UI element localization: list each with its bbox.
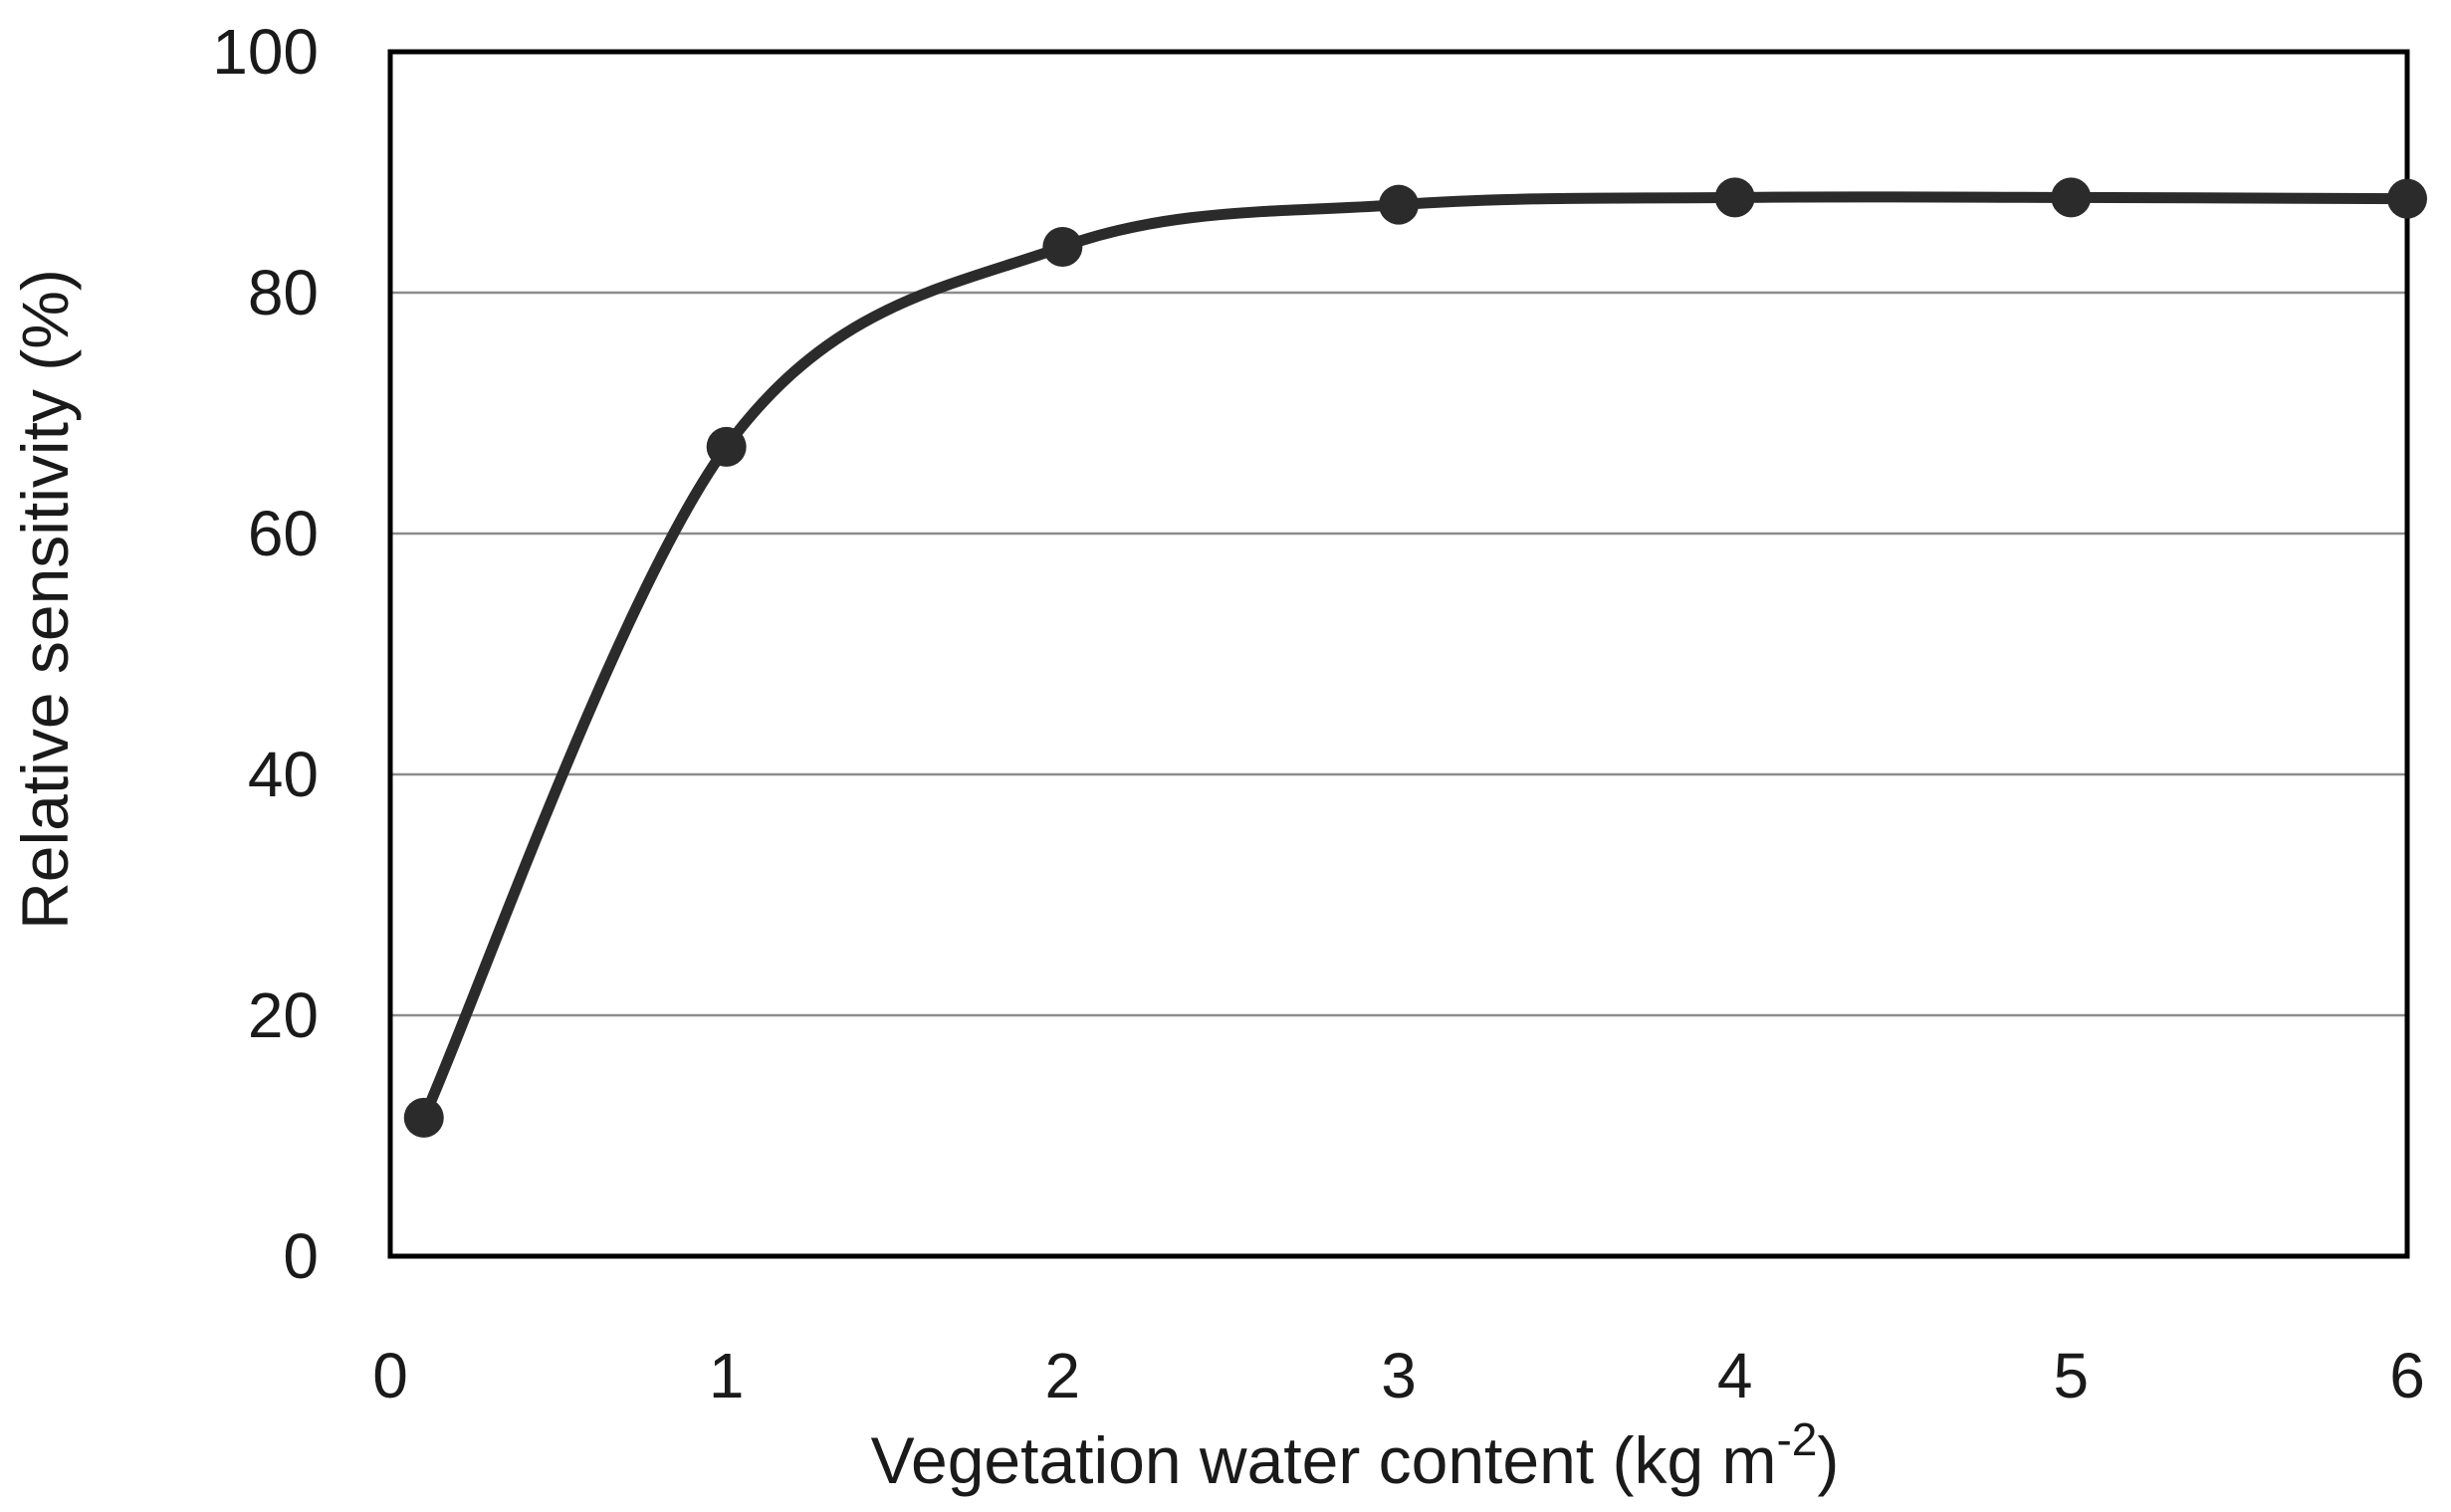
x-tick-label-6: 6: [2389, 1340, 2425, 1411]
y-tick-label-0: 0: [283, 1220, 319, 1292]
x-tick-label-2: 2: [1045, 1340, 1081, 1411]
data-point-0-1: [706, 426, 747, 467]
x-axis-title-main: Vegetation water content (kg m: [871, 1423, 1777, 1497]
y-tick-label-60: 60: [248, 498, 319, 569]
data-point-0-2: [1042, 227, 1083, 268]
y-axis-tick-labels: 0 20 40 60 80 100: [212, 16, 319, 1292]
x-axis-title: Vegetation water content (kg m-2): [871, 1413, 1840, 1497]
data-point-0-0: [403, 1097, 444, 1138]
x-axis-title-superscript: -2: [1776, 1413, 1817, 1465]
y-axis-title: Relative sensitivity (%): [8, 269, 82, 930]
plot-area-border: [387, 49, 2410, 1259]
y-tick-label-80: 80: [248, 257, 319, 328]
data-point-0-3: [1379, 184, 1419, 225]
data-point-0-6: [2387, 178, 2427, 219]
data-point-0-5: [2051, 177, 2092, 218]
y-tick-label-20: 20: [248, 979, 319, 1051]
y-tick-label-100: 100: [212, 16, 319, 88]
series-line-0: [418, 191, 2413, 1124]
gridlines: [390, 291, 2407, 1017]
x-axis-tick-labels: 0 1 2 3 4 5 6: [372, 1340, 2425, 1411]
x-axis-title-suffix: ): [1817, 1423, 1839, 1497]
y-tick-label-40: 40: [248, 739, 319, 810]
x-tick-label-3: 3: [1381, 1340, 1417, 1411]
x-tick-label-1: 1: [709, 1340, 745, 1411]
x-tick-label-5: 5: [2054, 1340, 2090, 1411]
data-point-0-4: [1714, 177, 1755, 218]
data-series: [403, 177, 2427, 1138]
plot-frame: [387, 49, 2410, 1259]
x-tick-label-0: 0: [372, 1340, 408, 1411]
x-tick-label-4: 4: [1717, 1340, 1753, 1411]
